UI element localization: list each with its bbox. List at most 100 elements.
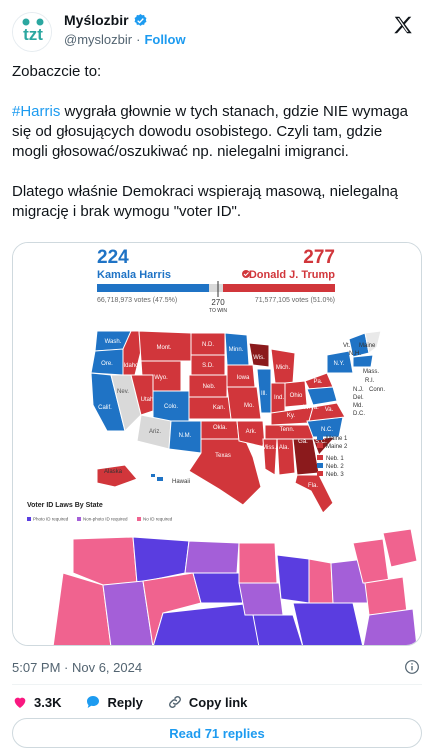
svg-text:Calif.: Calif.: [98, 405, 112, 411]
svg-text:Ky.: Ky.: [287, 413, 296, 419]
copy-link-label: Copy link: [188, 694, 248, 710]
verified-badge-icon: [134, 13, 147, 26]
voter-id-map: [52, 528, 418, 645]
svg-text:Kan.: Kan.: [213, 405, 226, 411]
svg-text:Fla.: Fla.: [308, 483, 318, 489]
svg-text:Tenn.: Tenn.: [280, 427, 295, 433]
svg-text:Ariz.: Ariz.: [149, 429, 161, 435]
to-win-number: 270: [211, 298, 225, 307]
svg-text:R.I.: R.I.: [365, 378, 375, 384]
svg-text:Photo ID required: Photo ID required: [33, 517, 69, 522]
avatar[interactable]: tzt: [12, 12, 52, 52]
svg-text:Alaska: Alaska: [104, 469, 123, 475]
copy-link-button[interactable]: Copy link: [167, 694, 248, 710]
svg-text:Ark.: Ark.: [246, 429, 257, 435]
svg-text:Maine: Maine: [359, 343, 376, 349]
author-handle[interactable]: @myslozbir: [64, 32, 133, 47]
svg-text:Ala.: Ala.: [279, 445, 290, 451]
svg-text:D.C.: D.C.: [353, 411, 365, 417]
svg-text:Md.: Md.: [353, 403, 363, 409]
svg-text:Minn.: Minn.: [229, 347, 244, 353]
svg-text:Utah: Utah: [141, 397, 154, 403]
tweet-text: Zobaczcie to: #Harris wygrała głownie w …: [12, 62, 422, 242]
read-replies-button[interactable]: Read 71 replies: [12, 718, 422, 748]
reply-button[interactable]: Reply: [85, 694, 143, 710]
svg-text:Colo.: Colo.: [164, 404, 178, 410]
svg-text:Ore.: Ore.: [101, 361, 113, 367]
harris-popular-vote: 66,718,973 votes (47.5%): [97, 297, 177, 304]
svg-text:Mass.: Mass.: [363, 369, 379, 375]
harris-ev: 224: [97, 247, 129, 268]
svg-text:La.: La.: [253, 451, 262, 457]
reply-bubble-icon: [87, 696, 100, 708]
svg-text:Ill.: Ill.: [261, 391, 267, 397]
tweet-paragraph-2: #Harris wygrała głownie w tych stanach, …: [12, 103, 409, 160]
voter-id-legend: Photo ID required Non-photo ID required …: [27, 517, 173, 522]
tweet-timestamp[interactable]: 5:07 PM · Nov 6, 2024: [12, 660, 143, 675]
election-map-graphic: 224 Kamala Harris 277 Donald J. Trump 66…: [13, 243, 421, 645]
svg-text:Wyo.: Wyo.: [154, 375, 168, 381]
svg-text:Neb. 2: Neb. 2: [326, 464, 344, 470]
tweet-header: tzt Myślozbir @myslozbir · Follow: [12, 10, 422, 52]
link-icon: [168, 696, 181, 708]
svg-text:Neb. 1: Neb. 1: [326, 456, 344, 462]
info-icon[interactable]: [404, 659, 420, 675]
svg-text:Maine 2: Maine 2: [326, 444, 348, 450]
svg-text:N.H.: N.H.: [349, 351, 361, 357]
tweet-paragraph-3: Dlatego właśnie Demokraci wspierają maso…: [12, 183, 399, 220]
svg-text:Non-photo ID required: Non-photo ID required: [83, 517, 128, 522]
svg-text:Mo.: Mo.: [244, 403, 254, 409]
svg-text:W.Va.: W.Va.: [303, 405, 319, 411]
x-logo-icon[interactable]: [392, 14, 414, 36]
follow-button[interactable]: Follow: [144, 32, 186, 47]
svg-text:Mont.: Mont.: [156, 345, 171, 351]
svg-text:Miss.: Miss.: [262, 445, 276, 451]
svg-text:Texas: Texas: [215, 453, 231, 459]
svg-text:Wash.: Wash.: [105, 339, 122, 345]
divider: [12, 684, 422, 685]
svg-text:Neb.: Neb.: [203, 384, 216, 390]
harris-name: Kamala Harris: [97, 269, 171, 281]
svg-text:N.M.: N.M.: [179, 433, 192, 439]
svg-text:Ohio: Ohio: [290, 393, 303, 399]
svg-text:Hawaii: Hawaii: [172, 479, 190, 485]
svg-text:Okla.: Okla.: [213, 425, 227, 431]
district-legend: Maine 1 Maine 2 Neb. 1 Neb. 2 Neb. 3: [317, 435, 348, 478]
svg-text:Wis.: Wis.: [253, 355, 265, 361]
svg-text:Neb. 3: Neb. 3: [326, 472, 344, 478]
to-win-label: TO WIN: [209, 308, 227, 314]
tweet-line-1: Zobaczcie to:: [12, 63, 102, 80]
svg-text:Vt.: Vt.: [343, 343, 351, 349]
svg-text:Del.: Del.: [353, 395, 364, 401]
trump-popular-vote: 71,577,105 votes (51.0%): [255, 297, 335, 304]
svg-text:N.J.: N.J.: [353, 387, 364, 393]
hashtag-link[interactable]: #Harris: [12, 103, 61, 120]
author-name[interactable]: Myślozbir: [64, 12, 129, 28]
svg-text:S.D.: S.D.: [202, 363, 214, 369]
svg-text:Iowa: Iowa: [237, 375, 250, 381]
svg-text:S.C.: S.C.: [315, 439, 327, 445]
trump-ev: 277: [303, 247, 335, 268]
trump-name: Donald J. Trump: [249, 269, 335, 281]
svg-text:Maine 1: Maine 1: [326, 436, 348, 442]
like-count: 3.3K: [34, 694, 62, 710]
svg-text:Mich.: Mich.: [276, 365, 291, 371]
voter-id-title: Voter ID Laws By State: [27, 502, 103, 509]
action-bar: 3.3K Reply Copy link: [12, 692, 247, 712]
svg-text:Ind.: Ind.: [274, 395, 284, 401]
svg-text:tzt: tzt: [23, 25, 43, 44]
us-election-map: [90, 330, 382, 514]
tweet-image[interactable]: 224 Kamala Harris 277 Donald J. Trump 66…: [12, 242, 422, 646]
svg-text:Va.: Va.: [325, 407, 334, 413]
svg-text:Idaho: Idaho: [123, 363, 139, 369]
svg-text:No ID required: No ID required: [143, 517, 173, 522]
state-labels: Wash. Mont. N.D. Minn. Ore. Idaho Wyo. S…: [98, 339, 345, 489]
svg-text:Pa.: Pa.: [313, 379, 322, 385]
svg-text:Nev.: Nev.: [117, 389, 129, 395]
svg-text:Ga.: Ga.: [298, 439, 308, 445]
svg-text:N.D.: N.D.: [202, 342, 214, 348]
svg-text:Conn.: Conn.: [369, 387, 385, 393]
reply-label: Reply: [107, 694, 143, 710]
like-button[interactable]: 3.3K: [12, 694, 61, 710]
